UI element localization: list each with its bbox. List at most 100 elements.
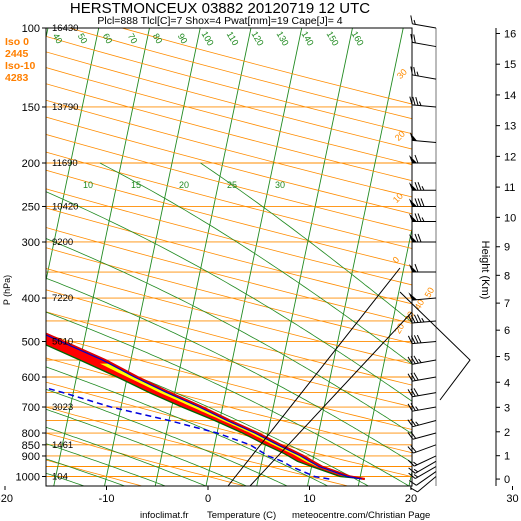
wind-barb-staff xyxy=(414,460,437,474)
wind-barb-full xyxy=(417,233,422,243)
isotherm-line xyxy=(205,28,303,486)
wind-barb xyxy=(407,355,437,365)
wind-barb-staff xyxy=(416,471,437,486)
wind-barb xyxy=(409,263,436,273)
wind-barb xyxy=(407,403,437,412)
wind-barb xyxy=(410,66,437,80)
height-label: 1461 xyxy=(52,440,73,451)
wind-barb xyxy=(409,476,437,493)
wind-barb-half xyxy=(413,19,416,25)
wind-barb xyxy=(407,388,437,398)
wind-barb xyxy=(407,314,437,324)
parcel-line xyxy=(46,344,365,480)
wind-barb-half xyxy=(418,101,422,106)
p-tick-label: 200 xyxy=(22,158,40,170)
dry-adiabat xyxy=(46,334,412,430)
p-tick-label: 1000 xyxy=(16,471,40,483)
wind-barb xyxy=(409,213,436,222)
height-tick-label: 15 xyxy=(504,59,516,71)
isotherm-label: 10 xyxy=(83,180,93,190)
dry-adiabat xyxy=(46,188,412,286)
moist-adiabat xyxy=(46,366,328,486)
wind-barb xyxy=(407,444,437,454)
dewpoint-line xyxy=(46,387,330,480)
iso0-label: Iso 0 xyxy=(5,36,29,48)
p-tick-label: 850 xyxy=(22,440,40,452)
isotherm-label: 160 xyxy=(350,29,366,47)
wind-barb-staff xyxy=(413,444,437,454)
wind-barb-full xyxy=(417,213,422,222)
wind-barb-staff xyxy=(412,359,437,365)
height-label: 3023 xyxy=(52,402,73,413)
wind-barb xyxy=(409,471,437,486)
isotherm-label: 90 xyxy=(176,32,190,46)
wind-barb-full xyxy=(407,373,413,382)
height-tick-label: 6 xyxy=(504,325,510,337)
moist-adiabat xyxy=(46,191,412,402)
chart-title: HERSTMONCEUX 03882 20120719 12 UTC xyxy=(70,0,370,17)
wind-barb-full xyxy=(410,15,413,24)
wind-barb-staff xyxy=(412,23,437,29)
moist-adiabat xyxy=(46,311,410,486)
height-tick-label: 12 xyxy=(504,151,516,163)
y-axis-label: P (hPa) xyxy=(2,275,12,305)
wind-barb xyxy=(409,132,437,143)
isotherm-label: 15 xyxy=(131,180,141,190)
height-tick-label: 13 xyxy=(504,121,516,133)
lifting-line-2 xyxy=(249,311,413,487)
dry-adiabat xyxy=(46,134,412,232)
isotherm-label: 130 xyxy=(275,29,291,47)
wind-barb-full xyxy=(413,388,419,396)
wind-barb-pennant xyxy=(409,132,418,141)
iso0-height: 2445 xyxy=(5,48,29,60)
wind-barb xyxy=(410,15,437,29)
wind-barb-pennant xyxy=(409,182,417,191)
height-tick-label: 11 xyxy=(504,182,515,194)
p-tick-label: 500 xyxy=(22,336,40,348)
wind-barb-full xyxy=(413,372,419,381)
wind-barb-full xyxy=(416,334,422,344)
wind-barb-full xyxy=(407,335,413,344)
p-tick-label: 300 xyxy=(22,237,40,249)
iso-10-label: Iso-10 xyxy=(5,60,36,72)
wind-barb-full xyxy=(417,182,422,191)
isotherm-label: 140 xyxy=(300,29,316,47)
wind-barb-full xyxy=(414,233,419,243)
wind-barb xyxy=(408,292,437,301)
chart-subtitle: Plcl=888 Tlcl[C]=7 Shox=4 Pwat[mm]=19 Ca… xyxy=(97,15,342,27)
wind-barb-full xyxy=(408,472,416,479)
wind-barb-staff xyxy=(412,392,437,398)
wind-barb-full xyxy=(410,356,416,364)
p-tick-label: 900 xyxy=(22,451,40,463)
p-tick-label: 100 xyxy=(22,23,40,35)
wind-barb-half xyxy=(416,71,419,77)
wind-barb-full xyxy=(410,388,416,397)
height-tick-label: 10 xyxy=(504,212,516,224)
isotherm-line xyxy=(46,28,100,283)
isotherm-label: 110 xyxy=(225,30,241,47)
height-tick-label: 7 xyxy=(504,298,510,310)
x-tick-label: 0 xyxy=(205,493,211,505)
wind-barb-full xyxy=(410,33,413,43)
dry-adiabat xyxy=(46,357,412,454)
wind-barb-staff xyxy=(412,41,437,48)
wind-barb-half xyxy=(421,217,425,222)
wind-barb-staff xyxy=(412,74,437,80)
wind-barb-staff xyxy=(412,340,437,345)
wind-barb-staff xyxy=(412,376,437,382)
height-tick-label: 0 xyxy=(504,474,510,486)
p-tick-label: 800 xyxy=(22,428,40,440)
plot-frame xyxy=(45,27,413,487)
credit-right: meteocentre.com/Christian Page xyxy=(292,510,430,521)
wind-barb xyxy=(407,431,437,440)
wind-barb-full xyxy=(410,403,416,411)
wind-barb-full xyxy=(407,315,413,324)
wind-barb-pennant xyxy=(409,213,417,222)
wind-barb xyxy=(408,460,437,474)
wind-barb-pennant xyxy=(409,233,417,242)
x-axis-label: Temperature (C) xyxy=(207,510,276,521)
wind-barb-full xyxy=(414,198,419,207)
dry-adiabat xyxy=(46,116,412,215)
wind-barb xyxy=(407,334,437,345)
